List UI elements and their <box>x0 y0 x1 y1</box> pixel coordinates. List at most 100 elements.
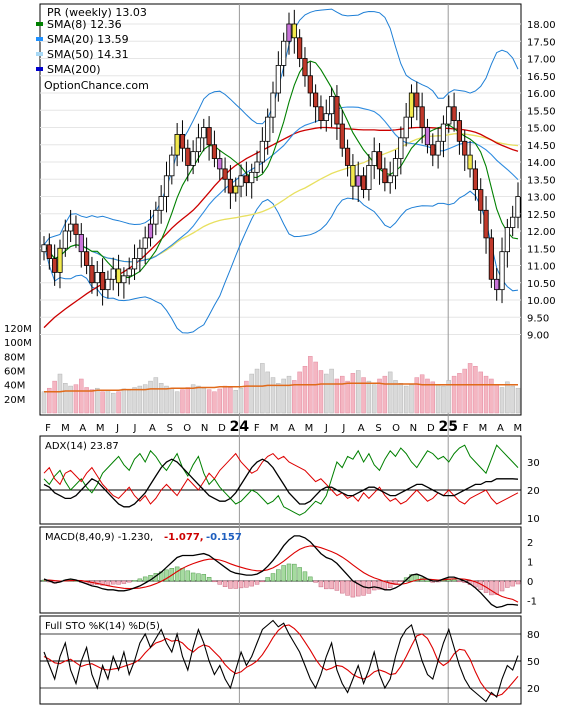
macd-histogram-bar <box>126 580 132 583</box>
price-tick-14-00: 14.00 <box>527 158 556 169</box>
volume-bar <box>286 375 292 414</box>
legend-swatch-sma50 <box>36 52 43 56</box>
candle-body <box>78 234 84 253</box>
macd-series <box>41 535 521 609</box>
macd-histogram-bar <box>339 580 345 594</box>
candle-body <box>403 116 409 139</box>
candle-body <box>222 168 228 180</box>
candle-body <box>211 144 218 159</box>
volume-bar <box>126 390 132 414</box>
candle-body <box>259 140 265 163</box>
macd-histogram-bar <box>324 580 329 590</box>
volume-bar <box>47 387 52 414</box>
sto-tick-80: 80 <box>527 630 540 641</box>
macd-histogram-bar <box>313 580 318 583</box>
candle-body <box>142 237 148 249</box>
volume-average-line <box>44 382 518 393</box>
x-label-o-8: O <box>183 423 191 434</box>
macd-histogram-bar <box>105 580 111 586</box>
macd-histogram-bar <box>201 574 207 582</box>
volume-bar <box>110 392 116 414</box>
volume-bar <box>361 377 366 414</box>
volume-bar <box>105 390 111 414</box>
volume-bar <box>473 366 478 414</box>
macd-histogram-bar <box>222 580 228 587</box>
legend-sma20: SMA(20) 13.59 <box>47 33 129 46</box>
x-label-a-26: A <box>497 423 504 434</box>
bollinger-lower-line <box>43 190 519 334</box>
candle-body <box>254 161 260 173</box>
macd-histogram-bar <box>100 580 105 586</box>
candle-body <box>371 151 377 166</box>
candle-body <box>115 268 122 284</box>
macd-histogram-bar <box>132 580 137 582</box>
volume-bars <box>41 356 521 414</box>
candle-body <box>472 168 478 190</box>
candle-body <box>275 65 281 94</box>
candle-body <box>350 165 356 187</box>
legend-swatch-sma200 <box>36 67 43 71</box>
volume-bar <box>478 371 483 414</box>
x-label-a-2: A <box>79 423 86 434</box>
macd-histogram-bar <box>185 570 191 582</box>
candle-body <box>84 251 90 266</box>
macd-histogram-bar <box>371 580 377 591</box>
x-label-m-1: M <box>61 423 70 434</box>
candle-body <box>408 92 415 118</box>
volume-bar <box>446 380 452 414</box>
macd-label: MACD(8,40,9) -1.230, <box>45 532 153 543</box>
x-label-j-5: J <box>133 423 137 434</box>
macd-histogram-bar <box>137 578 143 582</box>
volume-bar <box>169 387 175 414</box>
candle-body <box>227 178 234 194</box>
volume-bar <box>174 391 180 414</box>
volume-bar <box>100 391 105 414</box>
x-label-m-13: M <box>270 423 279 434</box>
volume-bar <box>196 385 201 414</box>
candle-body <box>323 113 329 121</box>
candle-body <box>297 37 303 59</box>
price-tick-15-50: 15.50 <box>527 106 556 117</box>
macd-histogram-bar <box>244 580 249 588</box>
volume-bar <box>313 361 318 414</box>
x-label-f-12: F <box>254 423 260 434</box>
candle-body <box>446 106 452 125</box>
price-tick-10-00: 10.00 <box>527 296 556 307</box>
volume-bar <box>419 374 425 414</box>
volume-bar <box>84 387 89 414</box>
volume-bar <box>441 385 446 414</box>
macd-histogram-bar <box>164 569 169 582</box>
macd-histogram-bar <box>318 580 324 588</box>
volume-bar <box>318 370 324 414</box>
macd-histogram-bar <box>180 568 185 582</box>
volume-bar <box>238 387 244 414</box>
candle-body <box>185 147 191 166</box>
candle-body <box>131 258 138 270</box>
volume-bar <box>499 387 505 414</box>
volume-bar <box>270 377 276 414</box>
candle-body <box>302 58 308 77</box>
volume-bar <box>409 384 414 414</box>
candle-body <box>366 165 372 190</box>
x-label-m-27: M <box>513 423 522 434</box>
candle-body <box>281 40 287 66</box>
macd-signal-line <box>44 545 519 603</box>
x-label-f-24: F <box>463 423 469 434</box>
volume-bar <box>350 373 356 414</box>
volume-bar <box>148 380 153 414</box>
x-label-m-15: M <box>305 423 314 434</box>
adx-line <box>43 458 519 508</box>
macd-histogram-bar <box>425 580 430 582</box>
macd-histogram-bar <box>515 580 521 585</box>
price-tick-9-00: 9.00 <box>527 331 549 342</box>
chart-title: PR (weekly) 13.03 <box>47 6 147 19</box>
volume-bar <box>345 380 350 414</box>
price-tick-17-00: 17.00 <box>527 55 556 66</box>
price-tick-13-50: 13.50 <box>527 175 556 186</box>
x-label-n-21: N <box>410 423 417 434</box>
candle-body <box>233 185 239 194</box>
candle-body <box>163 175 170 197</box>
macd-tick-1: -1 <box>527 597 537 608</box>
candle-body <box>89 265 95 284</box>
adx-label: ADX(14) 23.87 <box>45 441 119 452</box>
